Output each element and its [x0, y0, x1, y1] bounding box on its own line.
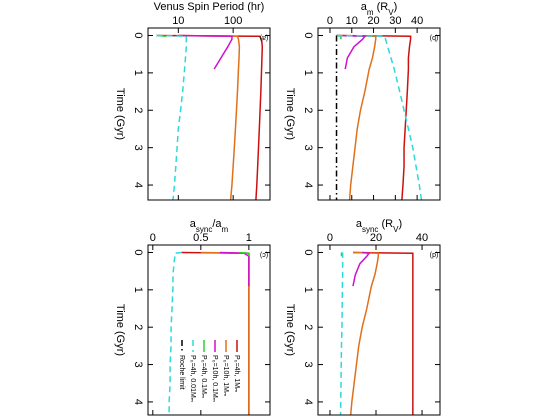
x-axis-label-part: ): [398, 218, 402, 230]
y-tick-label: 4: [132, 182, 144, 188]
panel: Venus Spin Period (hr) 10 100 0 1 2 3 4 Time (Gy…: [114, 1, 271, 201]
x-axis-label-part: ): [394, 1, 398, 13]
x-axis-label-part: a: [356, 218, 363, 230]
y-tick-label: 0: [302, 249, 314, 255]
x-tick-label: 1: [246, 232, 252, 244]
legend-label: P₀=10h, 0.1Mₘ: [211, 355, 218, 402]
x-axis-label: am (RV): [361, 1, 397, 17]
y-tick-label: 1: [132, 70, 144, 76]
y-tick-label: 3: [132, 145, 144, 151]
x-tick-label: 0.5: [193, 232, 208, 244]
plot-frame: [147, 27, 271, 201]
series-line: [352, 251, 371, 287]
y-tick-label: 2: [302, 107, 314, 113]
y-tick-label: 2: [132, 107, 144, 113]
series-line: [156, 34, 264, 200]
y-axis-label: Time (Gyr): [284, 88, 296, 140]
x-tick-label: 20: [367, 15, 379, 27]
x-tick-label: 20: [370, 232, 382, 244]
x-axis-label-part: V: [393, 225, 399, 234]
y-tick-label: 4: [302, 399, 314, 405]
y-tick-label: 0: [132, 32, 144, 38]
plot-area: [168, 251, 250, 415]
legend-label: Roche limit: [178, 355, 185, 390]
legend-label: P₀=10h, 1Mₘ: [222, 355, 229, 396]
x-axis-label-part: /a: [212, 218, 222, 230]
series-line: [336, 34, 412, 200]
y-tick-label: 3: [302, 145, 314, 151]
legend-label: P₀=4h, 1Mₘ: [233, 355, 240, 392]
plot-frame: [317, 27, 441, 201]
y-tick-label: 4: [132, 399, 144, 405]
x-axis-label-part: Venus Spin Period (hr): [154, 1, 265, 13]
y-tick-label: 0: [132, 249, 144, 255]
x-axis-label-part: (R: [378, 218, 393, 230]
x-tick-label: 30: [389, 15, 401, 27]
y-axis-label: Time (Gyr): [114, 304, 126, 356]
x-axis-label: async (RV): [356, 218, 402, 234]
legend-label: P₀=4h, 0.01Mₘ: [189, 355, 196, 402]
y-tick-label: 1: [132, 287, 144, 293]
y-tick-label: 2: [302, 324, 314, 330]
y-tick-label: 2: [132, 324, 144, 330]
panel-label: (a): [260, 34, 269, 41]
plot-frame: [317, 244, 441, 416]
series-line: [339, 251, 344, 415]
panel-label: (d): [430, 251, 439, 258]
x-tick-label: 10: [172, 15, 184, 27]
series-line: [336, 34, 377, 200]
series-line: [156, 34, 188, 200]
x-axis-label-part: a: [190, 218, 197, 230]
x-tick-label: 0: [150, 232, 156, 244]
x-axis-label-part: m: [367, 8, 374, 17]
series-line: [178, 34, 241, 200]
series-line: [352, 251, 414, 415]
y-tick-label: 4: [302, 182, 314, 188]
x-axis-label-part: sync: [196, 225, 212, 234]
x-tick-label: 100: [224, 15, 242, 27]
series-line: [178, 34, 233, 70]
x-axis-label-part: V: [388, 8, 394, 17]
x-axis-label-part: a: [361, 1, 368, 13]
x-tick-label: 10: [346, 15, 358, 27]
y-tick-label: 3: [132, 361, 144, 367]
x-axis-label: async/am: [190, 218, 229, 234]
series-line: [220, 251, 250, 287]
panel: async (RV) 0 20 40 0 1 2 3 4 Time (Gyr) (d): [284, 218, 441, 416]
series-line: [349, 251, 380, 415]
x-axis-label: Venus Spin Period (hr): [154, 1, 265, 13]
series-line: [168, 251, 182, 415]
x-axis-label-part: m: [222, 225, 229, 234]
x-axis-label-part: (R: [374, 1, 389, 13]
y-tick-label: 3: [302, 361, 314, 367]
x-axis-label-part: sync: [362, 225, 378, 234]
series-line: [239, 251, 250, 257]
x-tick-label: 40: [411, 15, 423, 27]
plot-area: [156, 34, 264, 200]
y-tick-label: 0: [302, 32, 314, 38]
x-tick-label: 0: [327, 232, 333, 244]
y-tick-label: 1: [302, 287, 314, 293]
y-tick-label: 1: [302, 70, 314, 76]
plot-frame: [147, 244, 271, 416]
panel: async/am 0 0.5 1 0 1 2 3 4 Time (Gyr) (c) Roche lim…: [114, 218, 271, 416]
legend-label: P₀=4h, 0.1Mₘ: [200, 355, 207, 398]
y-axis-label: Time (Gyr): [114, 88, 126, 140]
panel-label: (b): [430, 34, 439, 41]
series-line: [336, 34, 423, 200]
plot-area: [335, 34, 423, 200]
panel: am (RV) 0 10 20 30 40 0 1 2 3 4 Time (Gyr) (b): [284, 1, 441, 201]
y-axis-label: Time (Gyr): [284, 304, 296, 356]
x-tick-label: 0: [327, 15, 333, 27]
plot-area: [339, 251, 414, 415]
series-line: [336, 34, 367, 70]
panel-label: (c): [260, 251, 268, 258]
x-tick-label: 40: [416, 232, 428, 244]
